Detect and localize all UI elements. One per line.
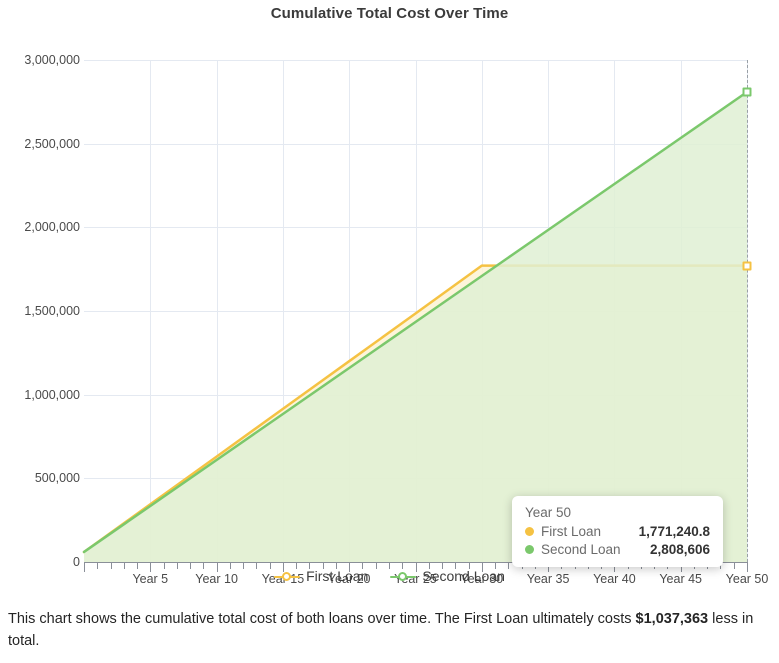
legend-marker-icon [390,570,417,583]
x-axis-tick [296,563,298,569]
x-axis-tick [335,563,337,569]
x-axis-tick [256,563,258,569]
gridline-vertical [150,60,152,562]
series-color-dot-second-loan [525,545,534,554]
x-axis-tick [733,563,735,569]
tooltip-series-value: 2,808,606 [649,542,710,557]
x-axis-tick [680,563,682,572]
x-axis-tick [190,563,192,569]
x-axis-tick-label: Year 35 [526,572,570,586]
x-axis-tick-label: Year 30 [460,572,504,586]
crosshair-line [747,60,748,562]
x-axis-tick [110,563,112,569]
x-axis-tick [216,563,218,572]
y-axis-tick-label: 500,000 [34,471,80,486]
x-axis-tick [269,563,271,569]
x-axis-tick [508,563,510,569]
x-axis-tick-label: Year 40 [593,572,636,586]
x-axis-tick [428,563,430,569]
chart-caption: This chart shows the cumulative total co… [8,608,770,653]
x-axis-tick [137,563,139,569]
x-axis-tick [176,563,178,569]
gridline-vertical [216,60,218,562]
series-layer[interactable] [84,60,747,562]
x-axis-tick-label: Year 10 [195,572,238,586]
legend-label: Second Loan [422,568,505,584]
x-axis-tick-label: Year 20 [327,572,371,586]
y-axis-labels: 0 500,000 1,000,000 1,500,000 2,000,000 2,500… [0,53,80,569]
chart-legend[interactable]: First Loan Second Loan [0,568,779,584]
series-area-second-loan [84,92,747,562]
x-axis-tick-label: Year 5 [132,572,169,586]
tooltip-row: Second Loan 2,808,606 [525,542,710,557]
x-axis-tick-label: Year 45 [659,572,703,586]
legend-marker-icon [274,570,301,583]
x-axis-tick [362,563,364,569]
tooltip-series-name: First Loan [541,524,602,539]
highlight-marker-second-loan[interactable] [742,87,752,97]
x-axis-tick [203,563,205,569]
x-axis-tick [309,563,311,569]
x-axis-tick [455,563,457,569]
tooltip-series-value: 1,771,240.8 [638,524,710,539]
x-axis-tick [402,563,404,569]
x-axis-tick [614,563,616,572]
caption-amount: $1,037,363 [635,611,709,627]
caption-tail: less in total. [8,611,754,650]
y-axis-tick-label: 1,500,000 [24,304,80,318]
x-axis-line [84,562,748,563]
page-title: Cumulative Total Cost Over Time [270,5,509,22]
legend-item-first-loan[interactable]: First Loan [274,568,368,584]
x-axis-tick [349,563,351,572]
gridline-vertical [349,60,351,562]
y-axis-tick-label: 1,000,000 [24,387,80,402]
x-axis-tick [481,563,483,572]
gridline-vertical [282,60,284,562]
x-axis-tick [375,563,377,569]
x-axis-tick [84,563,85,572]
x-axis-tick [229,563,231,569]
x-axis-tick [282,563,284,572]
x-axis-tick [243,563,245,569]
x-axis-tick-label: Year 50 [725,572,769,586]
x-axis-tick [720,563,722,569]
chart-container[interactable]: 0 500,000 1,000,000 1,500,000 2,000,000 2,500… [0,32,779,586]
tooltip-row: First Loan 1,771,240.8 [525,524,710,539]
chart-tooltip: Year 50 First Loan 1,771,240.8 Second Lo… [512,496,723,567]
x-axis-tick [150,563,152,572]
y-axis-tick-label: 2,500,000 [24,136,80,151]
x-axis-tick [495,563,497,569]
x-axis-tick [415,563,417,572]
legend-label: First Loan [306,568,369,584]
y-axis-tick-label: 2,000,000 [24,220,80,235]
x-axis-tick [388,563,390,569]
x-axis-tick [468,563,470,569]
gridline-vertical [415,60,417,562]
y-axis-tick-label: 0 [73,555,80,569]
tooltip-series-name: Second Loan [541,542,621,557]
highlight-marker-first-loan[interactable] [742,261,752,271]
series-line-second-loan[interactable] [84,92,747,552]
y-axis-tick-label: 3,000,000 [24,53,80,67]
series-color-dot-first-loan [525,527,534,536]
x-axis-tick [163,563,165,569]
x-axis-tick [97,563,99,569]
x-axis-tick [123,563,125,569]
x-axis-tick [747,563,748,572]
x-axis-tick [548,563,550,572]
x-axis-tick [322,563,324,569]
x-axis-tick [442,563,444,569]
caption-lead: This chart shows the cumulative total co… [8,611,636,627]
tooltip-title: Year 50 [525,505,572,520]
legend-item-second-loan[interactable]: Second Loan [390,568,505,584]
